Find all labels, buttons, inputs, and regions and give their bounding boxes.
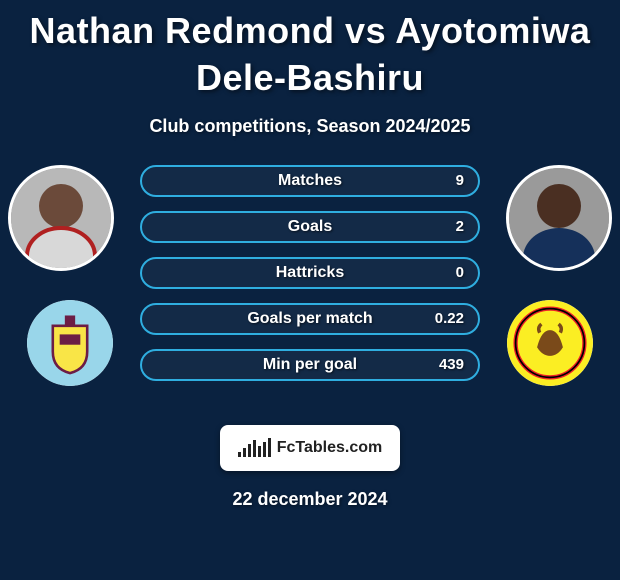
subtitle: Club competitions, Season 2024/2025	[0, 116, 620, 137]
brand-text: FcTables.com	[277, 439, 383, 457]
stat-row-goals-per-match: Goals per match 0.22	[140, 303, 480, 335]
stat-label: Matches	[278, 172, 342, 190]
stat-row-matches: Matches 9	[140, 165, 480, 197]
stat-value-right: 2	[456, 218, 464, 235]
player-left-silhouette	[11, 168, 111, 268]
stat-value-right: 0	[456, 264, 464, 281]
stat-label: Hattricks	[276, 264, 344, 282]
stat-value-right: 439	[439, 356, 464, 373]
watford-crest-icon	[507, 300, 593, 386]
club-right-badge	[507, 300, 593, 386]
comparison-area: Matches 9 Goals 2 Hattricks 0 Goals per …	[0, 165, 620, 415]
brand-bars-icon	[238, 439, 271, 457]
stat-label: Min per goal	[263, 356, 357, 374]
stat-row-min-per-goal: Min per goal 439	[140, 349, 480, 381]
brand-badge: FcTables.com	[220, 425, 400, 471]
player-right-avatar	[506, 165, 612, 271]
player-right-silhouette	[509, 168, 609, 268]
stat-value-right: 9	[456, 172, 464, 189]
club-left-badge	[27, 300, 113, 386]
stat-value-right: 0.22	[435, 310, 464, 327]
stat-label: Goals per match	[247, 310, 372, 328]
burnley-crest-icon	[27, 300, 113, 386]
stat-row-hattricks: Hattricks 0	[140, 257, 480, 289]
stat-label: Goals	[288, 218, 332, 236]
stats-list: Matches 9 Goals 2 Hattricks 0 Goals per …	[140, 165, 480, 395]
page-title: Nathan Redmond vs Ayotomiwa Dele-Bashiru	[0, 0, 620, 102]
date-label: 22 december 2024	[0, 489, 620, 510]
stat-row-goals: Goals 2	[140, 211, 480, 243]
player-left-avatar	[8, 165, 114, 271]
